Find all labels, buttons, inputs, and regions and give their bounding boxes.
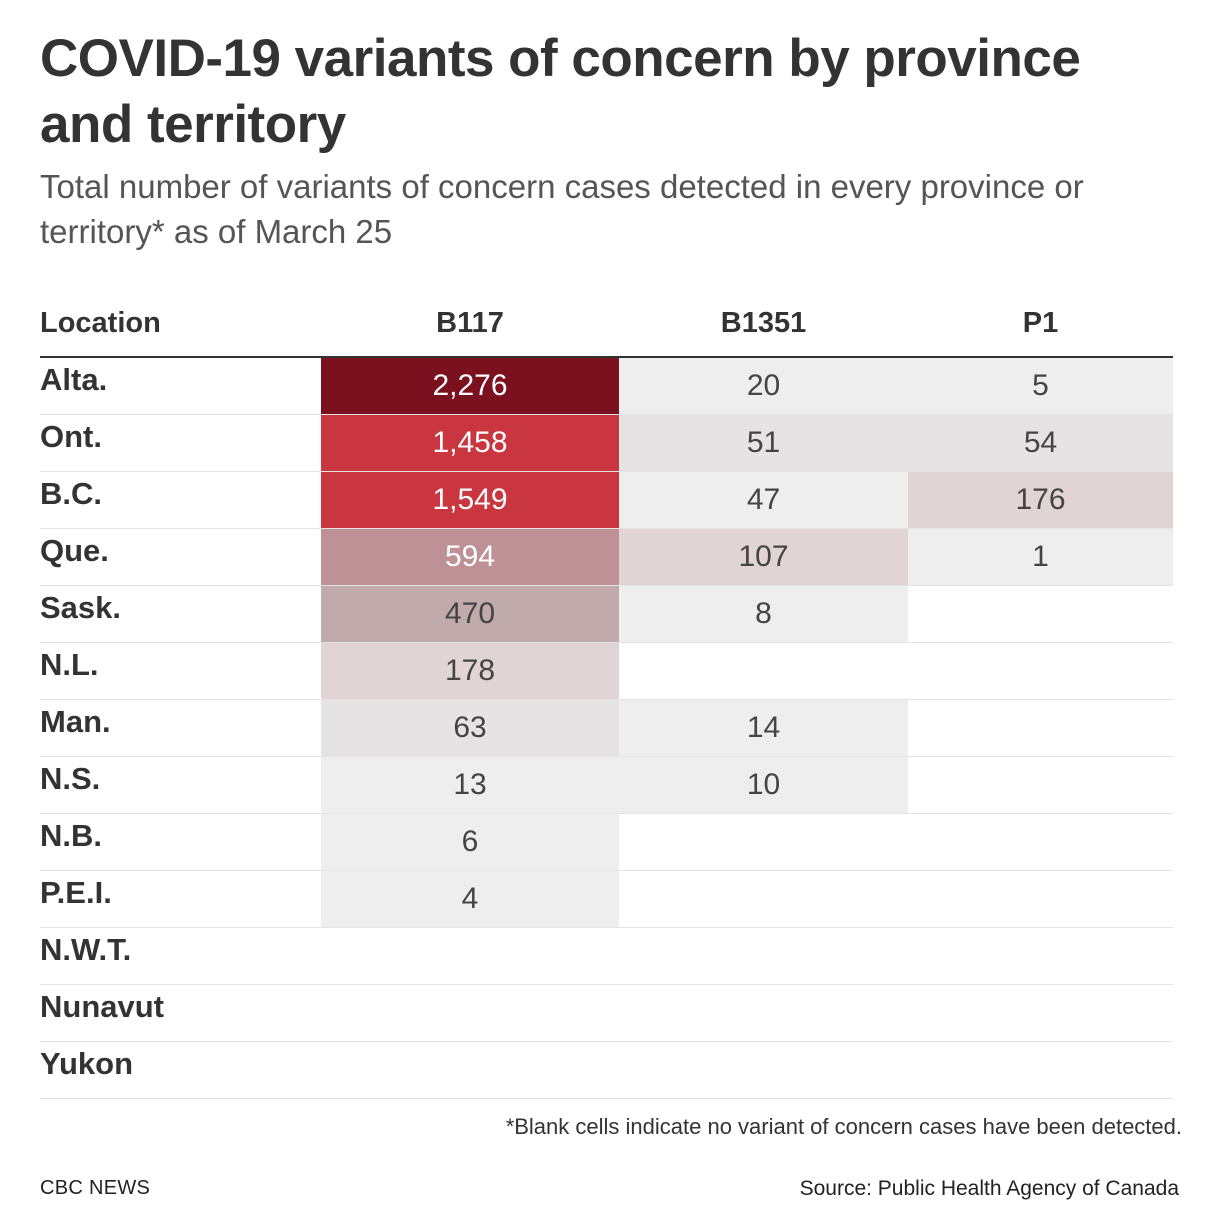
column-header-b1351: B1351: [619, 290, 908, 358]
table-row: Ont. 1,458 51 54: [40, 414, 1173, 472]
chart-subtitle: Total number of variants of concern case…: [40, 168, 1084, 250]
row-location-label: Nunavut: [40, 984, 321, 1042]
table-row: N.B. 6: [40, 813, 1173, 871]
brand-logo: CBC NEWS: [40, 1177, 151, 1199]
cell-p1: [908, 699, 1173, 757]
table-row: Yukon: [40, 1041, 1173, 1099]
cell-b1351: [619, 642, 908, 700]
cell-b117: [321, 927, 619, 985]
cell-p1: 54: [908, 414, 1173, 472]
row-location-label: Yukon: [40, 1041, 321, 1099]
cell-b117: 4: [321, 870, 619, 928]
cell-b1351: [619, 870, 908, 928]
cell-p1: [908, 1041, 1173, 1099]
cell-b117: 1,458: [321, 414, 619, 472]
variants-table: Location B117 B1351 P1 Alta. 2,276 20 5 Ont.…: [40, 290, 1173, 1099]
cell-b117: 6: [321, 813, 619, 871]
cell-b1351: [619, 813, 908, 871]
cell-b1351: 51: [619, 414, 908, 472]
cell-p1: [908, 585, 1173, 643]
cell-p1: 176: [908, 471, 1173, 529]
table-row: N.S. 13 10: [40, 756, 1173, 814]
cell-b1351: 14: [619, 699, 908, 757]
chart-title: COVID-19 variants of concern by province…: [40, 29, 1081, 154]
cell-b117: 63: [321, 699, 619, 757]
cell-b117: 13: [321, 756, 619, 814]
source-note: Source: Public Health Agency of Canada: [799, 1177, 1179, 1200]
cell-b117: [321, 1041, 619, 1099]
row-location-label: Que.: [40, 528, 321, 586]
cell-p1: [908, 984, 1173, 1042]
cell-b1351: [619, 927, 908, 985]
footnote: *Blank cells indicate no variant of conc…: [505, 1114, 1182, 1139]
cell-b1351: 47: [619, 471, 908, 529]
column-header-location: Location: [40, 290, 321, 358]
row-location-label: Ont.: [40, 414, 321, 472]
cell-p1: 1: [908, 528, 1173, 586]
table-row: Nunavut: [40, 984, 1173, 1042]
row-location-label: B.C.: [40, 471, 321, 529]
table-header-row: Location B117 B1351 P1: [40, 290, 1173, 358]
table-body: Alta. 2,276 20 5 Ont. 1,458 51 54 B.C. 1,549 47 176…: [40, 357, 1173, 1099]
column-header-b117: B117: [321, 290, 619, 358]
row-location-label: Alta.: [40, 357, 321, 415]
row-location-label: Man.: [40, 699, 321, 757]
cell-p1: [908, 642, 1173, 700]
cell-b117: 2,276: [321, 357, 619, 415]
table-row: Alta. 2,276 20 5: [40, 357, 1173, 415]
cell-b1351: 20: [619, 357, 908, 415]
row-location-label: N.W.T.: [40, 927, 321, 985]
table-row: N.L. 178: [40, 642, 1173, 700]
cell-b1351: 8: [619, 585, 908, 643]
row-location-label: N.L.: [40, 642, 321, 700]
table-row: P.E.I. 4: [40, 870, 1173, 928]
row-location-label: Sask.: [40, 585, 321, 643]
cell-b1351: 10: [619, 756, 908, 814]
cell-b117: 594: [321, 528, 619, 586]
row-location-label: N.B.: [40, 813, 321, 871]
cell-p1: [908, 870, 1173, 928]
cell-b117: 178: [321, 642, 619, 700]
cell-b1351: [619, 984, 908, 1042]
table-row: B.C. 1,549 47 176: [40, 471, 1173, 529]
table-row: N.W.T.: [40, 927, 1173, 985]
cell-b117: 1,549: [321, 471, 619, 529]
row-location-label: N.S.: [40, 756, 321, 814]
cell-p1: 5: [908, 357, 1173, 415]
cell-p1: [908, 927, 1173, 985]
cell-p1: [908, 813, 1173, 871]
column-header-p1: P1: [908, 290, 1173, 358]
table-row: Man. 63 14: [40, 699, 1173, 757]
cell-b1351: 107: [619, 528, 908, 586]
table-row: Sask. 470 8: [40, 585, 1173, 643]
cell-b117: 470: [321, 585, 619, 643]
row-location-label: P.E.I.: [40, 870, 321, 928]
cell-p1: [908, 756, 1173, 814]
table-row: Que. 594 107 1: [40, 528, 1173, 586]
cell-b1351: [619, 1041, 908, 1099]
cell-b117: [321, 984, 619, 1042]
